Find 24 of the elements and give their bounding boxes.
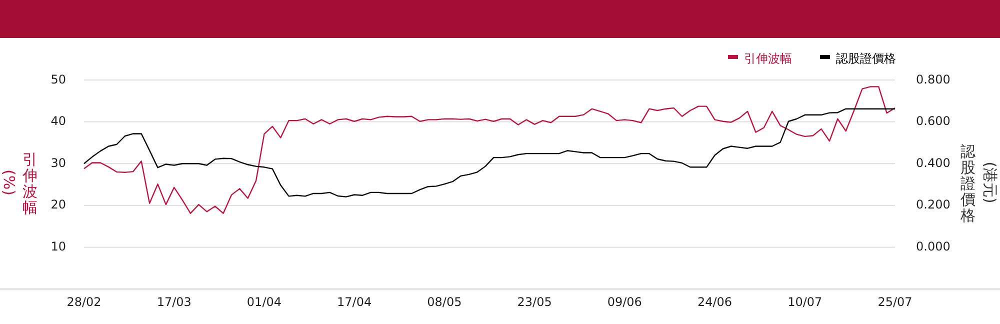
y2-tick-label: 0.000	[916, 239, 950, 254]
y-tick-label: 50	[50, 72, 66, 86]
x-tick-label: 23/05	[517, 295, 552, 309]
x-tick-label: 01/04	[246, 295, 282, 309]
x-tick-label: 09/06	[607, 295, 642, 309]
y2-tick-label: 0.400	[916, 156, 950, 170]
legend-label: 認股證價格	[836, 51, 896, 66]
x-tick-label: 08/05	[427, 295, 462, 309]
y-tick-label: 10	[50, 239, 66, 254]
y2-tick-label: 0.200	[916, 198, 950, 212]
x-tick-label: 28/02	[66, 295, 102, 309]
y-tick-label: 20	[50, 198, 66, 212]
legend-label: 引伸波幅	[744, 51, 792, 66]
x-tick-label: 25/07	[878, 295, 912, 309]
y2-tick-label: 0.600	[916, 114, 950, 128]
line-series	[83, 86, 896, 214]
x-tick-label: 17/04	[337, 295, 372, 309]
y-tick-label: 30	[50, 156, 66, 170]
x-tick-label: 24/06	[697, 295, 732, 309]
x-tick-label: 17/03	[156, 295, 192, 309]
y2-tick-label: 0.800	[916, 72, 950, 86]
line-series	[83, 108, 896, 198]
y-tick-label: 40	[50, 114, 66, 128]
x-tick-label: 10/07	[788, 295, 822, 309]
